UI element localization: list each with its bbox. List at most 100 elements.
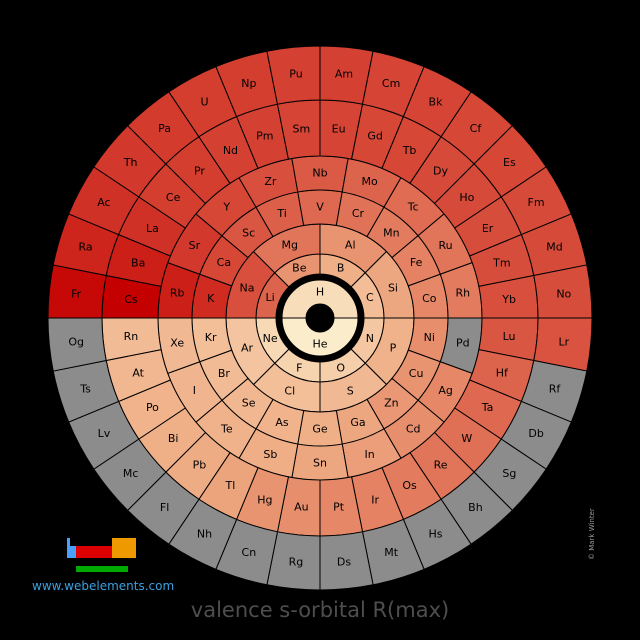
webelements-logo — [67, 538, 136, 572]
element-symbol-sn: Sn — [313, 457, 327, 470]
element-symbol-es: Es — [503, 156, 516, 169]
element-symbol-cm: Cm — [382, 77, 400, 90]
element-symbol-pm: Pm — [256, 130, 273, 143]
element-symbol-yb: Yb — [501, 293, 516, 306]
element-symbol-os: Os — [402, 479, 417, 492]
element-symbol-tb: Tb — [402, 144, 417, 157]
element-symbol-am: Am — [335, 68, 353, 81]
element-symbol-tm: Tm — [492, 256, 510, 269]
element-symbol-nd: Nd — [223, 144, 238, 157]
element-symbol-f: F — [296, 361, 302, 374]
element-symbol-eu: Eu — [332, 122, 346, 135]
element-symbol-np: Np — [241, 77, 256, 90]
element-symbol-pa: Pa — [158, 122, 171, 135]
element-symbol-bk: Bk — [429, 95, 444, 108]
logo-block-s2-icon — [70, 546, 76, 558]
element-symbol-co: Co — [422, 292, 437, 305]
element-symbol-fr: Fr — [71, 287, 82, 300]
element-symbol-tl: Tl — [225, 479, 236, 492]
element-symbol-ca: Ca — [217, 256, 231, 269]
website-link[interactable]: www.webelements.com — [32, 579, 175, 593]
element-symbol-cn: Cn — [242, 546, 257, 559]
element-symbol-db: Db — [528, 427, 543, 440]
element-symbol-sr: Sr — [189, 239, 201, 252]
element-symbol-zn: Zn — [384, 397, 399, 410]
element-symbol-rn: Rn — [124, 330, 139, 343]
element-symbol-cu: Cu — [409, 367, 424, 380]
element-symbol-sb: Sb — [263, 448, 277, 461]
element-symbol-h: H — [316, 286, 324, 299]
element-symbol-sm: Sm — [293, 122, 311, 135]
copyright-text: © Mark Winter — [588, 508, 596, 560]
element-symbol-fm: Fm — [528, 196, 545, 209]
element-symbol-no: No — [556, 287, 571, 300]
element-symbol-gd: Gd — [367, 130, 383, 143]
element-symbol-md: Md — [546, 240, 562, 253]
logo-block-d-icon — [76, 546, 112, 558]
element-symbol-sg: Sg — [502, 467, 516, 480]
element-symbol-ni: Ni — [424, 331, 435, 344]
element-symbol-b: B — [337, 262, 345, 275]
element-symbol-ga: Ga — [350, 416, 365, 429]
element-symbol-ra: Ra — [78, 240, 92, 253]
element-symbol-pt: Pt — [333, 501, 345, 514]
element-symbol-v: V — [316, 201, 324, 214]
element-symbol-mt: Mt — [384, 546, 398, 559]
element-symbol-ba: Ba — [131, 256, 145, 269]
element-symbol-ho: Ho — [459, 191, 474, 204]
element-symbol-og: Og — [68, 336, 84, 349]
element-symbol-fl: Fl — [160, 501, 169, 514]
element-symbol-fe: Fe — [410, 256, 423, 269]
element-symbol-y: Y — [222, 200, 230, 213]
element-symbol-er: Er — [482, 222, 494, 235]
element-symbol-ar: Ar — [241, 342, 254, 355]
element-symbol-se: Se — [242, 397, 256, 410]
element-symbol-i: I — [193, 384, 196, 397]
element-symbol-at: At — [132, 367, 144, 380]
element-symbol-p: P — [390, 342, 397, 355]
element-symbol-u: U — [200, 95, 208, 108]
element-symbol-rh: Rh — [455, 286, 470, 299]
element-symbol-pr: Pr — [194, 165, 205, 178]
element-symbol-mg: Mg — [282, 239, 298, 252]
element-symbol-o: O — [336, 361, 345, 374]
element-symbol-ds: Ds — [337, 555, 351, 568]
element-cell-h — [281, 279, 359, 319]
element-symbol-sc: Sc — [242, 226, 255, 239]
element-symbol-lr: Lr — [558, 336, 569, 349]
element-symbol-pb: Pb — [193, 458, 207, 471]
element-symbol-cs: Cs — [124, 293, 138, 306]
element-symbol-rf: Rf — [549, 383, 562, 396]
element-symbol-ts: Ts — [79, 383, 91, 396]
element-symbol-ag: Ag — [438, 384, 453, 397]
element-symbol-tc: Tc — [407, 200, 419, 213]
element-symbol-c: C — [366, 291, 374, 304]
element-symbol-mn: Mn — [383, 226, 399, 239]
element-symbol-rb: Rb — [170, 286, 185, 299]
element-symbol-he: He — [312, 338, 327, 351]
logo-block-p-icon — [112, 538, 136, 558]
element-symbol-hf: Hf — [496, 367, 509, 380]
element-symbol-rg: Rg — [289, 555, 304, 568]
element-symbol-in: In — [364, 448, 374, 461]
element-symbol-ir: Ir — [371, 493, 379, 506]
element-symbol-cf: Cf — [470, 122, 483, 135]
logo-block-f-icon — [76, 566, 128, 572]
element-symbol-th: Th — [123, 156, 138, 169]
element-cells: H He Li Be B C N O F Ne Na Mg Al Si P S Cl Ar K Ca Sc Ti V Cr Mn… — [47, 45, 593, 591]
element-symbol-li: Li — [266, 291, 275, 304]
element-symbol-br: Br — [218, 367, 231, 380]
element-symbol-xe: Xe — [170, 337, 184, 350]
element-symbol-dy: Dy — [433, 165, 448, 178]
element-symbol-cr: Cr — [352, 207, 365, 220]
element-symbol-la: La — [146, 222, 159, 235]
element-symbol-lv: Lv — [98, 427, 111, 440]
chart-title: valence s-orbital R(max) — [190, 598, 450, 622]
element-symbol-zr: Zr — [264, 175, 277, 188]
element-symbol-bi: Bi — [168, 432, 179, 445]
element-symbol-po: Po — [146, 401, 159, 414]
element-symbol-hg: Hg — [257, 493, 272, 506]
element-symbol-lu: Lu — [503, 330, 516, 343]
element-symbol-ne: Ne — [263, 332, 278, 345]
element-symbol-au: Au — [294, 501, 309, 514]
